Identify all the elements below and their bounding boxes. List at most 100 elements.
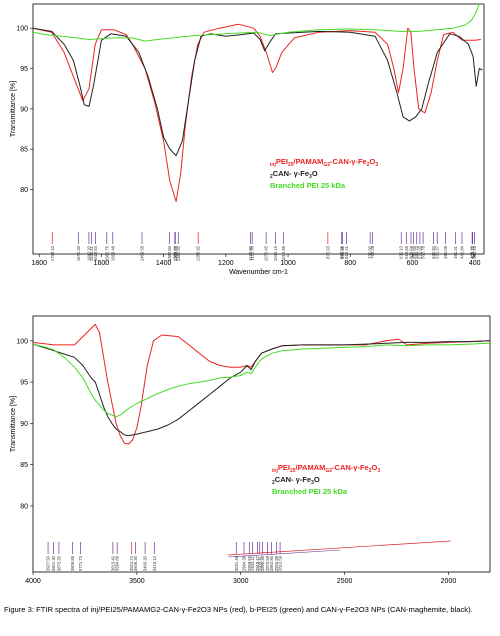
top-peak-label: 408.10 — [470, 245, 475, 258]
top-y-tick-label: 85 — [20, 147, 28, 154]
bottom-series-green — [33, 342, 490, 418]
top-peak-label: 728.29 — [370, 245, 375, 258]
top-peak-label: 1380.84 — [167, 245, 172, 261]
top-peak-label: 1758.10 — [50, 245, 55, 261]
ftir-chart-bottom-svg: 80 85 90 95 100 4000 3500 3000 2500 2000 Transmitt… — [10, 315, 491, 585]
bottom-peak-label: 3594.89 — [115, 555, 120, 571]
top-peak-label: 636.10 — [399, 245, 404, 258]
bottom-peak-label: 3901.30 — [51, 555, 56, 571]
bottom-peak-label: 3021.48 — [234, 555, 239, 571]
top-series-black — [33, 27, 483, 157]
bottom-peak-label: 3524.74 — [129, 555, 134, 571]
top-y-tick-label: 90 — [20, 106, 28, 113]
top-x-tick-label: 600 — [407, 260, 419, 267]
bottom-x-tick-label: 4000 — [25, 578, 41, 585]
bottom-peak-label: 2958.65 — [247, 555, 252, 571]
top-peak-label: 872.03 — [325, 245, 330, 258]
bottom-y-tick-label: 100 — [16, 338, 28, 345]
top-y-tick-label: 100 — [16, 26, 28, 33]
bottom-peak-label: 2984.38 — [241, 555, 246, 571]
top-peak-label: 1070.45 — [264, 245, 269, 261]
top-series-green — [33, 4, 480, 42]
bottom-legend-0: injPEI25/PAMAMG2-CAN-γ-Fe2O3 — [272, 463, 380, 474]
top-peak-label: 520.37 — [435, 245, 440, 258]
top-legend-2: Branched PEI 25 kDa — [270, 181, 346, 190]
bottom-x-tick-label: 2000 — [441, 578, 457, 585]
bottom-peak-label: 3460.30 — [143, 555, 148, 571]
ftir-chart-top-svg: 80 85 90 95 100 1800 1600 1400 1200 1000 800 600 400… — [10, 3, 485, 276]
bottom-series-red — [33, 323, 490, 445]
top-y-tick-label: 80 — [20, 187, 28, 194]
top-peak-label: 1364.04 — [172, 245, 177, 261]
top-peak-label: 461.31 — [453, 245, 458, 258]
top-peak-label: 618.65 — [404, 245, 409, 258]
top-peak-label: 494.09 — [443, 245, 448, 258]
ftir-chart-top: 80 85 90 95 100 1800 1600 1400 1200 1000 800 600 400… — [0, 0, 500, 300]
top-peak-label: 1120.80 — [248, 245, 253, 260]
top-peak-label: 825.30 — [340, 245, 345, 258]
bottom-peak-label: 2943.11 — [250, 555, 255, 570]
top-peak-label: 1469.58 — [139, 245, 144, 261]
bottom-baseline-guide-2 — [228, 549, 341, 558]
top-peak-label: 827.51 — [339, 245, 344, 258]
top-peak-label: 1640.20 — [86, 245, 91, 261]
bottom-peak-label: 3416.12 — [152, 555, 157, 571]
top-y-axis-label: Transmittance [%] — [10, 81, 17, 137]
bottom-peak-label: 3809.85 — [70, 555, 75, 571]
top-plot-frame — [32, 3, 485, 255]
top-peak-label: 1362.42 — [173, 245, 178, 261]
top-peak-label: 576.05 — [417, 245, 422, 258]
bottom-y-tick-label: 80 — [20, 503, 28, 510]
figure-caption: Figure 3: FTIR spectra of inj/PEI25/PAMA… — [4, 605, 473, 614]
top-x-axis-label: Wavenumber cm-1 — [229, 269, 288, 276]
bottom-y-tick-label: 85 — [20, 462, 28, 469]
bottom-peak-label: 2919.47 — [255, 555, 260, 571]
bottom-y-tick-label: 95 — [20, 380, 28, 387]
top-peak-label: 812.41 — [344, 245, 349, 258]
bottom-legend-1: 2CAN- γ-Fe3O — [272, 475, 320, 486]
top-peak-label: 1115.36 — [250, 245, 255, 260]
bottom-legend-2: Branched PEI 25 kDa — [272, 487, 348, 496]
top-x-tick-label: 400 — [469, 260, 481, 267]
bottom-peak-label: 2810.59 — [278, 555, 283, 571]
bottom-baseline-guide — [228, 540, 451, 556]
top-x-tick-label: 1200 — [218, 260, 234, 267]
bottom-peak-label: 2826.99 — [274, 555, 279, 571]
top-peak-label: 1288.92 — [196, 245, 201, 261]
top-peak-label: 1631.41 — [89, 245, 94, 261]
top-peak-label: 565.78 — [421, 245, 426, 258]
bottom-y-tick-label: 90 — [20, 421, 28, 428]
bottom-peak-label: 3875.35 — [56, 555, 61, 571]
top-peak-label: 532.84 — [431, 245, 436, 258]
top-series-red — [33, 23, 481, 203]
top-peak-label: 406.72 — [470, 245, 475, 258]
bottom-x-tick-label: 3000 — [233, 578, 249, 585]
top-peak-label: 586.23 — [414, 245, 419, 258]
bottom-plot-frame — [32, 315, 491, 573]
top-peak-label: 400.43 — [472, 245, 477, 258]
top-peak-label: 1040.16 — [273, 245, 278, 261]
top-peak-label: 1014.89 — [281, 245, 286, 261]
top-legend-1: 2CAN- γ-Fe3O — [270, 169, 318, 180]
top-peak-label: 736.00 — [368, 245, 373, 258]
bottom-peak-label: 3771.73 — [78, 555, 83, 571]
bottom-peak-label: 3506.30 — [133, 555, 138, 571]
top-y-tick-label: 95 — [20, 66, 28, 73]
top-peak-label: 440.84 — [459, 245, 464, 258]
top-peak-label: 1674.33 — [76, 245, 81, 261]
bottom-x-tick-label: 2500 — [337, 578, 353, 585]
bottom-y-axis-label: Transmittance [%] — [10, 396, 17, 452]
ftir-chart-bottom: 80 85 90 95 100 4000 3500 3000 2500 2000 Transmitt… — [0, 310, 500, 600]
bottom-series-black — [33, 340, 490, 437]
bottom-x-tick-label: 3500 — [129, 578, 145, 585]
top-x-tick-label: 1800 — [31, 260, 47, 267]
bottom-peak-label: 2852.80 — [269, 555, 274, 571]
bottom-peak-label: 2895.36 — [260, 555, 265, 571]
top-x-tick-label: 1000 — [280, 260, 296, 267]
top-peak-label: 1352.92 — [176, 245, 181, 261]
bottom-peak-label: 2908.41 — [257, 555, 262, 571]
top-x-tick-label: 1400 — [156, 260, 172, 267]
top-peak-label: 1563.48 — [110, 245, 115, 261]
top-peak-label: 1582.76 — [104, 245, 109, 261]
top-peak-label: 596.65 — [411, 245, 416, 258]
